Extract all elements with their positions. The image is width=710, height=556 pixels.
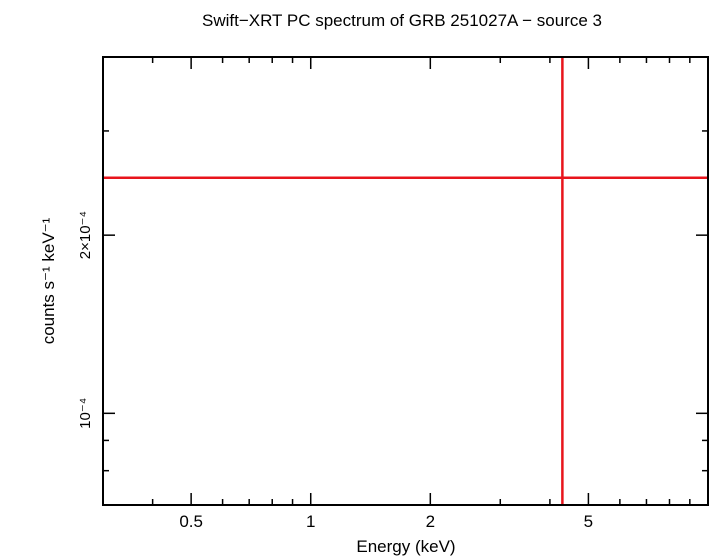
x-axis-label: Energy (keV) <box>356 537 455 556</box>
y-axis-ticks: 10⁻⁴ 2×10⁻⁴ <box>77 56 708 506</box>
chart-title: Swift−XRT PC spectrum of GRB 251027A − s… <box>202 11 602 30</box>
x-tick-label: 5 <box>584 512 593 531</box>
x-tick-label: 0.5 <box>179 512 203 531</box>
x-tick-label: 2 <box>426 512 435 531</box>
plot-frame <box>102 56 709 506</box>
y-tick-label: 2×10⁻⁴ <box>77 211 94 259</box>
x-axis-ticks: 0.5 1 2 5 <box>102 57 709 531</box>
y-tick-label: 10⁻⁴ <box>77 398 94 429</box>
x-tick-label: 1 <box>306 512 315 531</box>
data-series <box>103 57 708 505</box>
y-axis-label: counts s⁻¹ keV⁻¹ <box>39 217 58 344</box>
